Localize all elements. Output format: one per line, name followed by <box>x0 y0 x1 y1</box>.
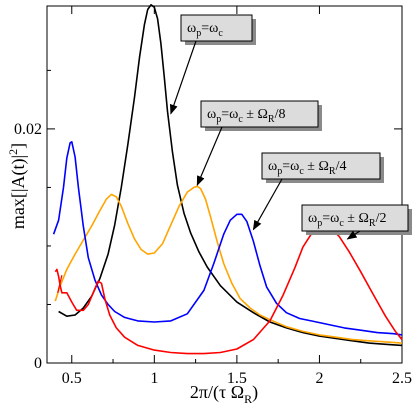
series-line-4 <box>54 225 403 355</box>
annotation-box <box>200 100 319 128</box>
annotation-subscript: R <box>268 114 275 125</box>
annotation-subscript: c <box>299 166 304 177</box>
series-line-3 <box>52 141 403 336</box>
annotation-4: ωp=ωc ± ΩR/2 <box>301 204 412 240</box>
annotation-3: ωp=ωc ± ΩR/4 <box>252 152 384 231</box>
annotation-label: ωp=ωc ± ΩR/8 <box>207 107 285 125</box>
x-axis-label-close: ) <box>252 382 258 403</box>
x-tick-label: 2.5 <box>392 370 412 387</box>
annotation-subscript: R <box>329 166 336 177</box>
annotation-text-part: ± Ω <box>243 107 268 122</box>
annotation-subscript: p <box>277 166 282 177</box>
annotation-subscript: c <box>339 218 344 229</box>
y-axis-label-main: max[|A(t)| <box>8 155 29 229</box>
x-axis-label-main: 2π/(τ Ω <box>190 382 244 403</box>
x-tick-label: 1 <box>150 370 158 387</box>
y-axis-label-close: ] <box>8 143 28 149</box>
series-line-2 <box>54 185 403 344</box>
x-axis-label: 2π/(τ ΩR) <box>190 382 258 406</box>
x-tick-label: 0.5 <box>62 370 82 387</box>
x-tick-label: 2 <box>315 370 323 387</box>
annotation-1: ωp=ωc <box>170 14 256 115</box>
annotation-text-part: =ω <box>201 21 218 36</box>
annotation-label: ωp=ωc <box>187 21 223 39</box>
annotation-arrow <box>170 40 197 115</box>
annotation-text-part: ω <box>308 211 317 226</box>
annotation-text-part: /8 <box>275 107 286 122</box>
annotation-text-part: /2 <box>376 211 387 226</box>
y-tick-label: 0.02 <box>14 121 42 138</box>
annotation-label: ωp=ωc ± ΩR/4 <box>268 159 346 177</box>
plot-frame <box>46 5 403 364</box>
annotation-2: ωp=ωc ± ΩR/8 <box>196 100 322 187</box>
annotation-text-part: ± Ω <box>304 159 329 174</box>
annotation-subscript: p <box>216 114 221 125</box>
x-axis-label-sub: R <box>244 392 252 406</box>
series-line-1 <box>58 4 403 347</box>
annotation-subscript: c <box>238 114 243 125</box>
annotation-text-part: ω <box>268 159 277 174</box>
annotation-arrow <box>252 178 283 231</box>
annotation-arrow <box>196 126 223 187</box>
annotation-text-part: ± Ω <box>344 211 369 226</box>
annotation-text-part: /4 <box>336 159 347 174</box>
annotation-arrow <box>346 230 361 240</box>
annotation-subscript: c <box>218 28 223 39</box>
annotation-box <box>180 14 253 42</box>
red-arrow-mark <box>57 275 63 293</box>
annotation-text-part: ω <box>187 21 196 36</box>
annotation-subscript: p <box>317 218 322 229</box>
annotation-text-part: ω <box>207 107 216 122</box>
annotation-subscript: R <box>369 218 376 229</box>
annotation-text-part: =ω <box>221 107 238 122</box>
annotation-text-part: =ω <box>282 159 299 174</box>
annotation-text-part: =ω <box>322 211 339 226</box>
axis-ticks: 0.5 1 1.5 2 2.5 0 0.02 <box>14 6 412 387</box>
annotation-subscript: p <box>196 28 201 39</box>
annotation-box <box>261 152 381 180</box>
x-tick-label: 1.5 <box>227 370 247 387</box>
y-axis-label-sup: 2 <box>6 149 20 155</box>
annotation-box <box>301 204 409 232</box>
annotation-label: ωp=ωc ± ΩR/2 <box>308 211 386 229</box>
y-axis-label: max[|A(t)|2] <box>6 143 29 229</box>
y-tick-label: 0 <box>34 355 42 372</box>
